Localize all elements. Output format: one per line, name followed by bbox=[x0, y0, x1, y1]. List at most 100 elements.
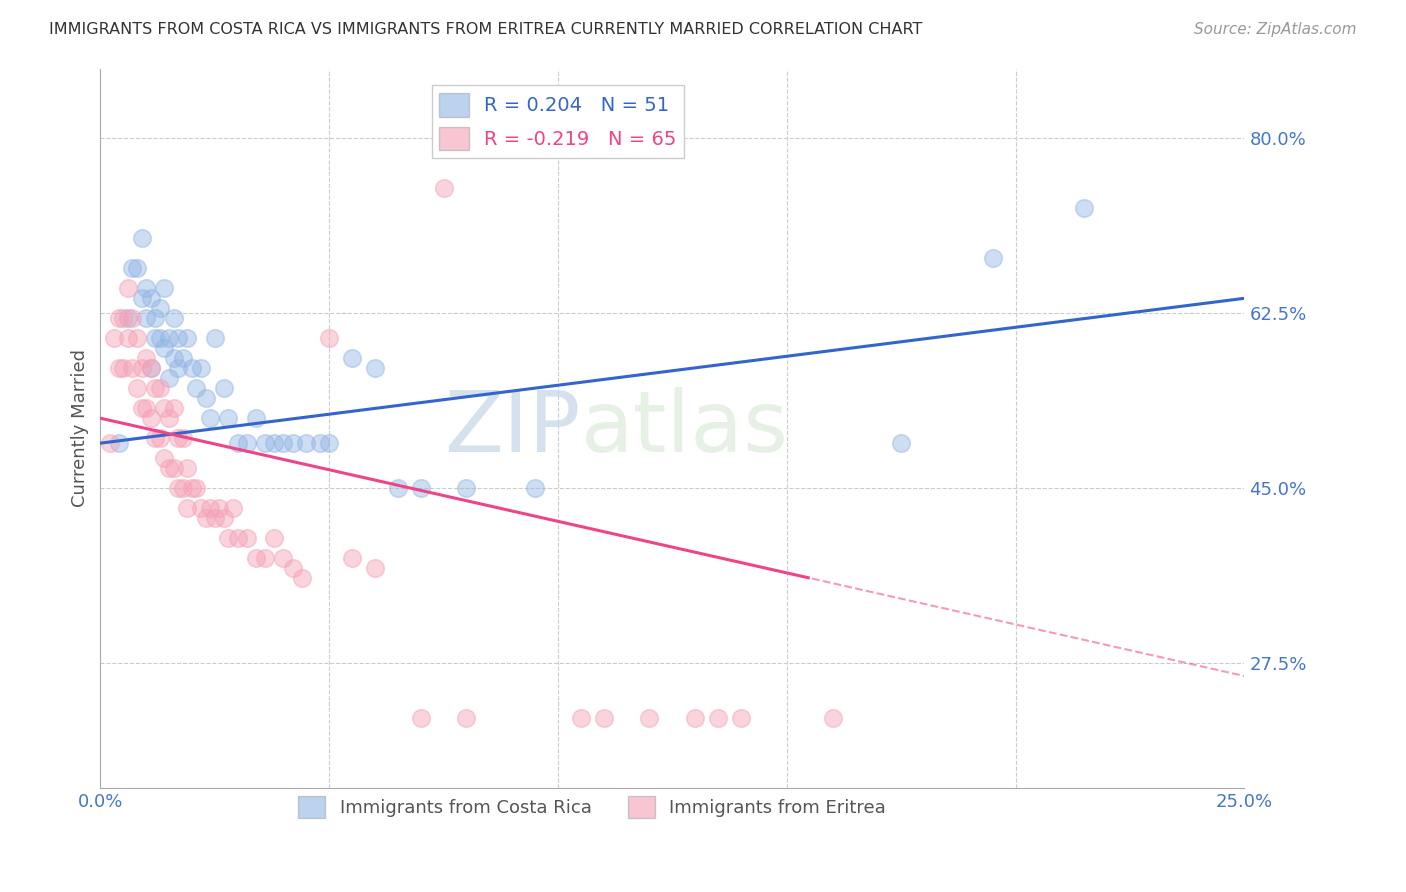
Point bbox=[176, 331, 198, 345]
Point bbox=[157, 371, 180, 385]
Point bbox=[143, 331, 166, 345]
Point bbox=[107, 436, 129, 450]
Point bbox=[638, 711, 661, 725]
Point bbox=[456, 711, 478, 725]
Point bbox=[172, 351, 194, 366]
Point bbox=[1073, 202, 1095, 216]
Point bbox=[143, 431, 166, 445]
Point bbox=[212, 511, 235, 525]
Point bbox=[121, 311, 143, 326]
Point bbox=[176, 501, 198, 516]
Point bbox=[218, 531, 240, 545]
Point bbox=[236, 436, 259, 450]
Point bbox=[707, 711, 730, 725]
Point bbox=[194, 391, 217, 405]
Point bbox=[309, 436, 332, 450]
Point bbox=[222, 501, 245, 516]
Point bbox=[135, 401, 157, 416]
Point bbox=[281, 561, 304, 575]
Point bbox=[186, 481, 208, 495]
Point bbox=[524, 481, 547, 495]
Point bbox=[167, 431, 190, 445]
Text: ZIP: ZIP bbox=[444, 387, 581, 470]
Point bbox=[162, 461, 184, 475]
Text: atlas: atlas bbox=[581, 387, 789, 470]
Point bbox=[135, 281, 157, 295]
Text: IMMIGRANTS FROM COSTA RICA VS IMMIGRANTS FROM ERITREA CURRENTLY MARRIED CORRELAT: IMMIGRANTS FROM COSTA RICA VS IMMIGRANTS… bbox=[49, 22, 922, 37]
Point bbox=[157, 331, 180, 345]
Point bbox=[273, 551, 295, 566]
Point bbox=[131, 231, 153, 245]
Point bbox=[180, 361, 202, 376]
Point bbox=[139, 291, 162, 305]
Point bbox=[263, 531, 285, 545]
Point bbox=[569, 711, 592, 725]
Point bbox=[112, 361, 135, 376]
Point bbox=[318, 436, 340, 450]
Point bbox=[194, 511, 217, 525]
Point bbox=[204, 331, 226, 345]
Point bbox=[821, 711, 844, 725]
Point bbox=[254, 436, 277, 450]
Point bbox=[107, 361, 129, 376]
Point bbox=[186, 381, 208, 395]
Point bbox=[157, 411, 180, 425]
Point bbox=[139, 361, 162, 376]
Point bbox=[135, 351, 157, 366]
Point bbox=[167, 481, 190, 495]
Point bbox=[254, 551, 277, 566]
Point bbox=[149, 331, 172, 345]
Point bbox=[131, 361, 153, 376]
Point bbox=[121, 261, 143, 276]
Point bbox=[273, 436, 295, 450]
Point bbox=[180, 481, 202, 495]
Point bbox=[112, 311, 135, 326]
Point bbox=[176, 461, 198, 475]
Point bbox=[153, 451, 176, 466]
Point bbox=[117, 281, 139, 295]
Point bbox=[131, 401, 153, 416]
Point bbox=[218, 411, 240, 425]
Point bbox=[890, 436, 912, 450]
Point bbox=[409, 711, 432, 725]
Point bbox=[340, 351, 363, 366]
Point bbox=[245, 411, 267, 425]
Point bbox=[730, 711, 752, 725]
Point bbox=[125, 331, 148, 345]
Point bbox=[98, 436, 121, 450]
Point bbox=[981, 252, 1004, 266]
Point bbox=[281, 436, 304, 450]
Point bbox=[198, 501, 221, 516]
Point bbox=[432, 181, 454, 195]
Point bbox=[172, 431, 194, 445]
Point bbox=[364, 361, 387, 376]
Point bbox=[125, 261, 148, 276]
Point bbox=[212, 381, 235, 395]
Point bbox=[121, 361, 143, 376]
Point bbox=[683, 711, 706, 725]
Point bbox=[198, 411, 221, 425]
Point bbox=[364, 561, 387, 575]
Point bbox=[139, 411, 162, 425]
Point bbox=[107, 311, 129, 326]
Text: Source: ZipAtlas.com: Source: ZipAtlas.com bbox=[1194, 22, 1357, 37]
Point bbox=[143, 381, 166, 395]
Point bbox=[456, 481, 478, 495]
Point bbox=[226, 436, 249, 450]
Point bbox=[153, 401, 176, 416]
Point bbox=[291, 571, 314, 585]
Point bbox=[125, 381, 148, 395]
Point bbox=[153, 341, 176, 355]
Point bbox=[162, 351, 184, 366]
Point bbox=[162, 311, 184, 326]
Point bbox=[190, 361, 212, 376]
Point bbox=[143, 311, 166, 326]
Point bbox=[340, 551, 363, 566]
Point bbox=[204, 511, 226, 525]
Point bbox=[245, 551, 267, 566]
Point bbox=[167, 361, 190, 376]
Point bbox=[117, 331, 139, 345]
Point bbox=[149, 381, 172, 395]
Point bbox=[157, 461, 180, 475]
Point bbox=[131, 291, 153, 305]
